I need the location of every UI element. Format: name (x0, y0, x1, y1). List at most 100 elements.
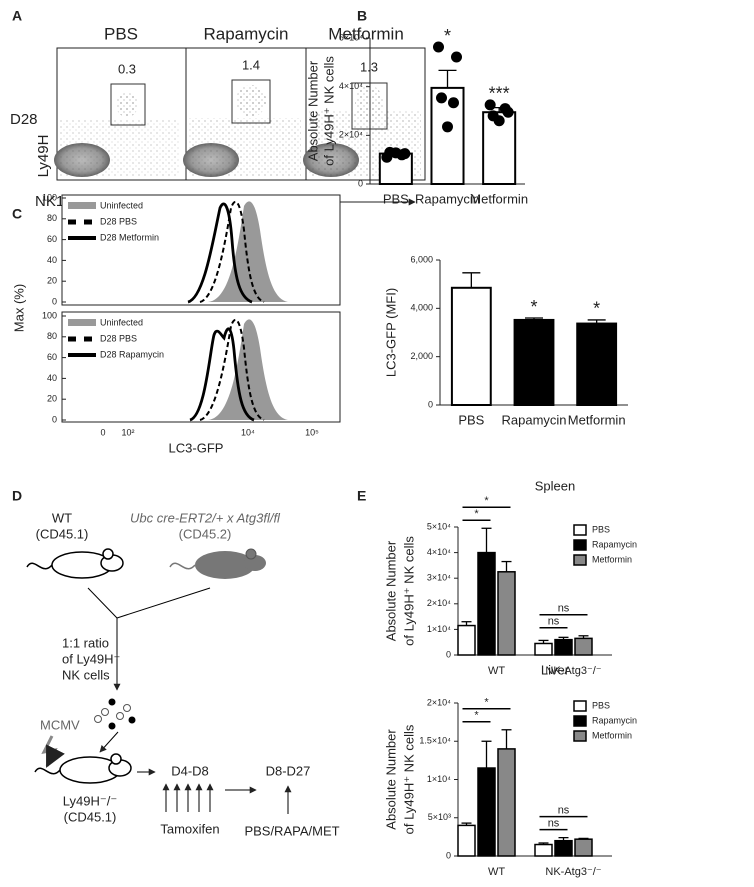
virus-label: MCMV (40, 717, 80, 732)
y-axis-label: of Ly49H⁺ NK cells (401, 724, 416, 834)
data-point (436, 92, 447, 104)
cell-cluster (116, 93, 138, 117)
bar (574, 838, 593, 857)
y-tick-label: 1.5×10⁴ (419, 736, 451, 746)
timepoint: D4-D8 (171, 763, 209, 778)
histogram-uninfected (208, 201, 288, 302)
speckle (189, 118, 301, 176)
y-tick-label: 80 (47, 331, 57, 341)
y-axis-label: Absolute Number (383, 729, 398, 830)
bar (497, 748, 516, 857)
data-point (493, 115, 505, 127)
plot-title: Rapamycin (203, 24, 288, 43)
significance: * (474, 710, 479, 722)
bar (477, 551, 496, 656)
legend-swatch (573, 554, 587, 566)
data-point (499, 103, 511, 115)
bar (534, 843, 553, 857)
significance: * (484, 495, 489, 507)
shape (110, 753, 122, 765)
significance: * (474, 508, 479, 520)
legend-label: D28 Metformin (100, 232, 159, 242)
x-tick-label: WT (488, 665, 505, 677)
y-tick-label: 1×10⁴ (427, 774, 451, 784)
y-tick-label: 20 (47, 276, 57, 286)
cell-cluster (236, 85, 266, 117)
x-tick-label: Metformin (568, 412, 626, 427)
legend-swatch (573, 715, 587, 727)
significance: * (593, 299, 600, 319)
bar (450, 286, 492, 406)
y-tick-label: 60 (47, 234, 57, 244)
data-point (433, 41, 444, 53)
panel-label: C (12, 206, 22, 222)
y-axis-label: Absolute Number (305, 60, 320, 161)
y-tick-label: 4×10⁴ (427, 547, 451, 557)
shape (245, 548, 257, 560)
y-tick-label: 0 (52, 296, 57, 306)
bar (430, 86, 465, 185)
bar (477, 767, 496, 857)
diagram: WT (CD45.1) Ubc cre-ERT2/+ x Atg3fl/fl (… (26, 510, 340, 838)
donor-label: (CD45.1) (36, 526, 89, 541)
significance: ns (548, 818, 560, 830)
cell-dots (94, 698, 136, 730)
data-point (448, 97, 459, 109)
x-tick-label: 10² (121, 427, 134, 437)
legend-label: Uninfected (100, 200, 143, 210)
virus-icon (41, 735, 65, 768)
legend-label: Uninfected (100, 317, 143, 327)
y-tick-label: 100 (42, 192, 57, 202)
x-tick-label: NK-Atg3⁻/⁻ (545, 866, 601, 878)
y-axis-label: Absolute Number (383, 540, 398, 641)
recipient-label: (CD45.1) (64, 809, 117, 824)
chart-title: Liver (541, 662, 570, 677)
x-tick-label: Metformin (470, 191, 528, 206)
legend-label: Rapamycin (592, 539, 637, 549)
shape (123, 704, 131, 712)
y-tick-label: 1×10⁴ (427, 624, 451, 634)
legend-label: D28 Rapamycin (100, 349, 164, 359)
shape (169, 562, 196, 570)
histogram-metformin (187, 202, 253, 304)
connector (116, 587, 211, 619)
y-tick-label: 40 (47, 373, 57, 383)
y-tick-label: 80 (47, 213, 57, 223)
chart-title: Spleen (535, 478, 575, 493)
significance: * (484, 697, 489, 709)
bar (457, 624, 476, 656)
legend-swatch (68, 202, 96, 209)
connector (87, 587, 118, 619)
gate (231, 79, 271, 124)
bar (554, 839, 573, 857)
legend-swatch (68, 319, 96, 326)
y-axis-label: of Ly49H⁺ NK cells (321, 56, 336, 166)
ratio-label: NK cells (62, 667, 110, 682)
data-point (484, 99, 496, 111)
legend-label: D28 PBS (100, 333, 137, 343)
donor-label: WT (52, 510, 72, 525)
treatment: Tamoxifen (160, 821, 219, 836)
legend-swatch (573, 730, 587, 742)
y-tick-label: 2×10⁴ (427, 598, 451, 608)
y-tick-label: 2,000 (410, 351, 433, 361)
significance: * (444, 26, 451, 46)
legend-swatch (573, 700, 587, 712)
data-point (451, 51, 462, 63)
bar (457, 824, 476, 857)
y-axis-label: Max (%) (11, 284, 26, 332)
bar (574, 637, 593, 656)
data-point (390, 147, 402, 159)
shape (108, 698, 116, 706)
y-tick-label: 0 (428, 399, 433, 409)
x-tick-label: 10⁵ (305, 427, 319, 437)
plot-title: PBS (104, 24, 138, 43)
y-tick-label: 20 (47, 394, 57, 404)
legend-label: PBS (592, 700, 610, 710)
x-tick-label: PBS (383, 191, 409, 206)
donor-label: (CD45.2) (179, 526, 232, 541)
y-tick-label: 100 (42, 310, 57, 320)
significance: *** (489, 84, 510, 104)
